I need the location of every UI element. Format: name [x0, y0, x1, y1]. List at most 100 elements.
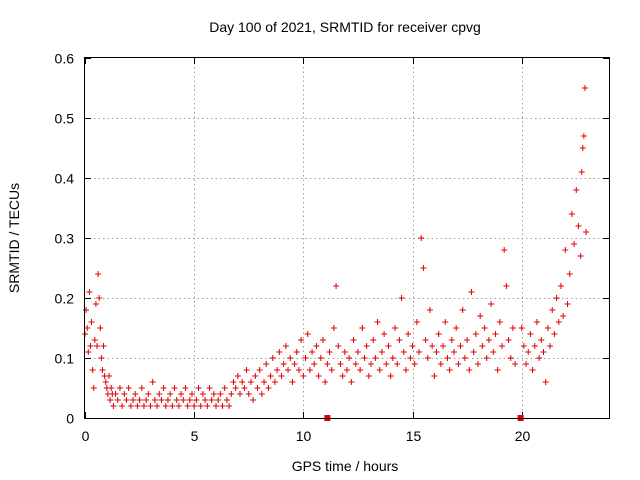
data-point: [293, 349, 300, 355]
data-point: [348, 379, 355, 385]
data-point: [213, 403, 219, 409]
data-point: [210, 391, 217, 397]
data-point: [485, 337, 492, 343]
data-point: [154, 403, 161, 409]
x-tick-label: 15: [406, 428, 422, 444]
data-point: [208, 397, 215, 403]
data-point: [114, 397, 121, 403]
data-point: [278, 373, 285, 379]
data-point: [162, 403, 169, 409]
data-point: [523, 361, 530, 367]
data-point: [339, 373, 346, 379]
data-point: [263, 361, 270, 367]
data-point: [363, 343, 370, 349]
data-point: [304, 331, 311, 337]
data-point: [84, 325, 91, 331]
data-point: [409, 343, 416, 349]
data-point: [575, 223, 582, 229]
data-point: [171, 385, 178, 391]
data-point: [544, 325, 551, 331]
data-point: [326, 349, 333, 355]
data-point: [178, 391, 185, 397]
y-tick-label: 0.1: [55, 351, 75, 367]
data-point: [230, 379, 237, 385]
data-point: [199, 391, 206, 397]
data-point: [499, 343, 506, 349]
data-point: [490, 349, 497, 355]
data-point: [83, 307, 90, 313]
data-point: [295, 367, 302, 373]
x-tick-label: 20: [515, 428, 531, 444]
data-point: [147, 403, 154, 409]
data-point: [282, 343, 289, 349]
data-point: [578, 169, 585, 175]
data-point: [138, 385, 145, 391]
data-point: [483, 355, 490, 361]
data-point: [416, 349, 423, 355]
data-point: [396, 337, 403, 343]
data-point: [234, 373, 241, 379]
data-point: [571, 241, 578, 247]
data-point: [527, 331, 534, 337]
data-point: [335, 343, 342, 349]
data-point: [300, 373, 307, 379]
data-point: [400, 349, 407, 355]
data-point: [258, 391, 265, 397]
data-point: [265, 385, 272, 391]
data-point: [271, 379, 278, 385]
data-point: [509, 325, 516, 331]
data-point: [219, 403, 226, 409]
data-point: [89, 367, 96, 373]
data-point: [215, 397, 222, 403]
data-point: [132, 391, 139, 397]
data-point: [204, 403, 211, 409]
data-point: [88, 319, 95, 325]
data-point: [433, 349, 440, 355]
data-point: [505, 337, 512, 343]
data-point: [99, 367, 106, 373]
data-point: [254, 385, 261, 391]
data-point: [302, 355, 309, 361]
x-axis-label: GPS time / hours: [292, 458, 399, 474]
x-tick-label: 10: [296, 428, 312, 444]
data-point: [217, 391, 224, 397]
data-point: [107, 397, 114, 403]
data-point: [466, 367, 473, 373]
data-point: [581, 85, 588, 91]
data-point: [269, 355, 276, 361]
data-point: [167, 391, 174, 397]
data-point: [374, 319, 381, 325]
data-point: [418, 235, 425, 241]
data-point: [151, 397, 158, 403]
data-point: [87, 343, 94, 349]
data-point: [389, 355, 396, 361]
data-point: [453, 325, 460, 331]
y-tick-label: 0.2: [55, 291, 75, 307]
data-point: [239, 379, 246, 385]
data-point: [496, 319, 503, 325]
data-point: [529, 367, 536, 373]
data-point: [461, 355, 468, 361]
data-point: [160, 385, 167, 391]
y-tick-label: 0: [66, 411, 74, 427]
data-point: [182, 385, 189, 391]
data-point: [315, 373, 322, 379]
data-point: [119, 403, 126, 409]
data-point: [350, 337, 357, 343]
data-point: [422, 337, 429, 343]
data-point: [437, 361, 444, 367]
data-point: [143, 397, 150, 403]
data-point: [156, 391, 163, 397]
data-point: [180, 397, 187, 403]
data-point: [317, 355, 324, 361]
data-point: [274, 367, 281, 373]
data-point: [195, 385, 202, 391]
data-point: [333, 283, 340, 289]
data-point: [136, 397, 143, 403]
data-point: [280, 361, 287, 367]
data-point: [108, 385, 115, 391]
data-point: [402, 367, 409, 373]
data-point: [96, 295, 103, 301]
data-point: [481, 325, 488, 331]
